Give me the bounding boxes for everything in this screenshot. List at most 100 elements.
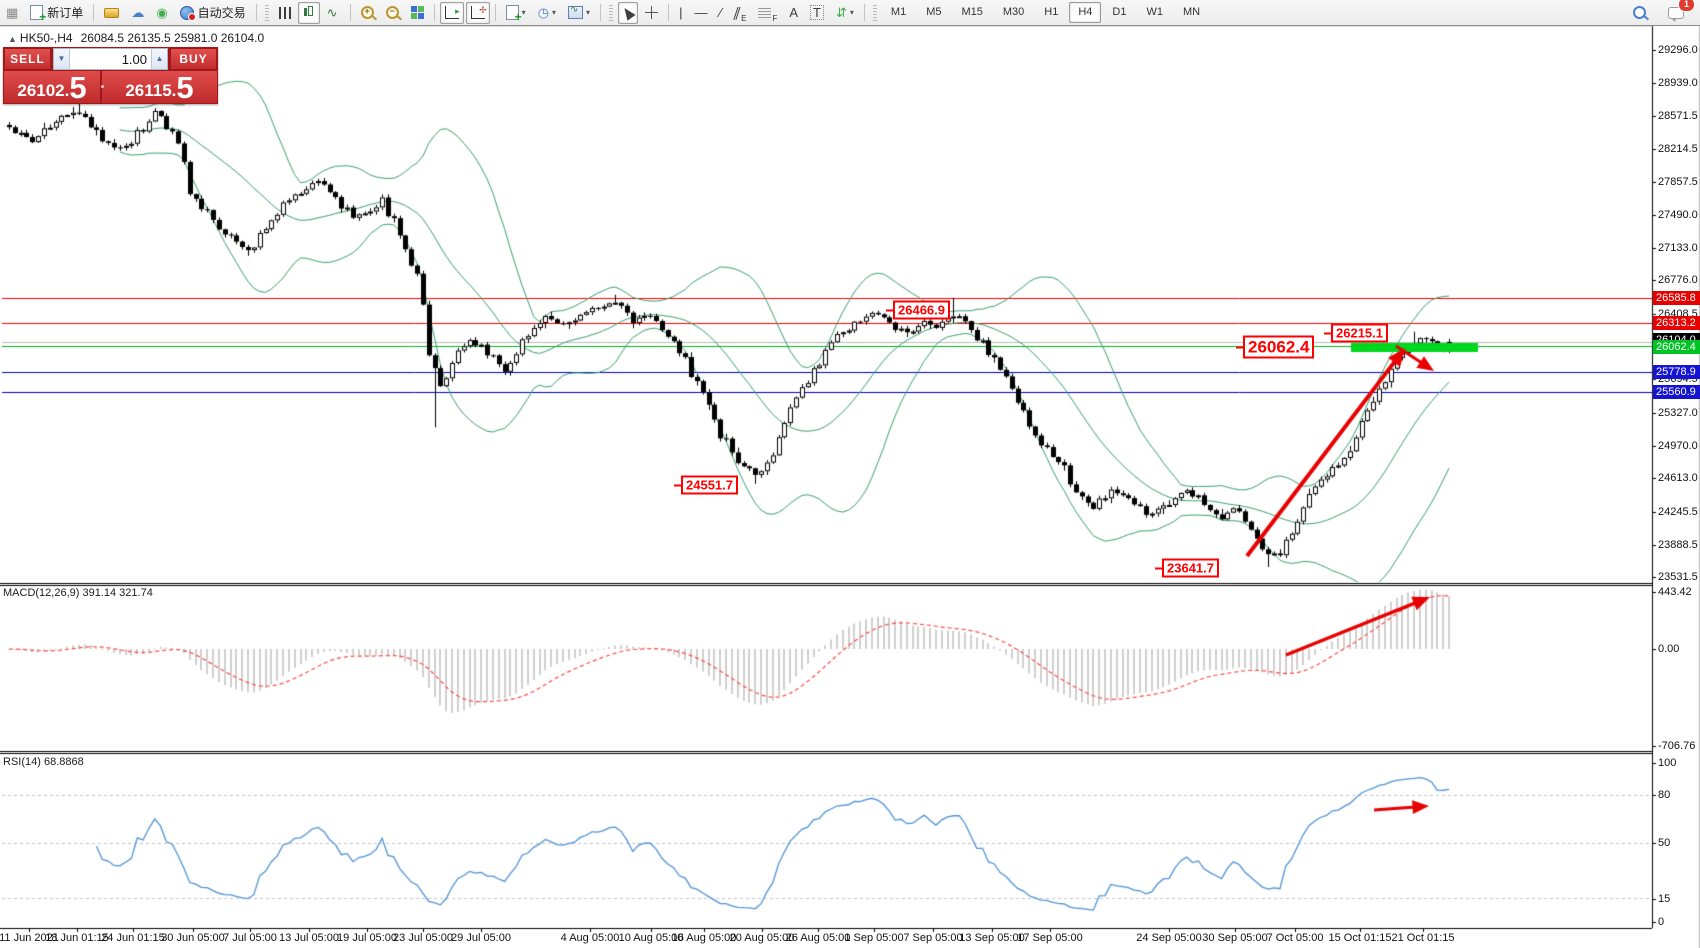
timeframe-button-m5[interactable]: M5 xyxy=(926,6,942,18)
tile-windows-icon[interactable] xyxy=(406,2,429,24)
sell-price[interactable]: 26102. 5 xyxy=(4,71,100,103)
crosshair-icon xyxy=(645,6,659,19)
notifications-button[interactable]: 1 xyxy=(1663,0,1695,24)
chart-shift-icon[interactable] xyxy=(465,1,490,24)
channel-icon-sub: E xyxy=(741,13,747,23)
volume-decrease-icon[interactable]: ▼ xyxy=(54,49,70,69)
market-icon xyxy=(104,7,120,18)
volume-value[interactable]: 1.00 xyxy=(121,51,147,67)
indicators-icon[interactable]: ▾ xyxy=(501,2,531,24)
signals-icon[interactable]: ◉ xyxy=(151,2,172,24)
rsi-tick: 0 xyxy=(1658,916,1665,928)
price-tick: 26776.0 xyxy=(1658,274,1698,287)
buy-price-fraction: 5 xyxy=(176,70,194,105)
text-label-icon[interactable]: T xyxy=(805,2,829,24)
vertical-line-icon[interactable]: | xyxy=(674,2,687,24)
timeframe-button-w1[interactable]: W1 xyxy=(1146,6,1163,18)
sell-button[interactable]: SELL xyxy=(4,48,51,70)
price-axis-marker: 26585.8 xyxy=(1653,290,1700,305)
line-chart-icon[interactable] xyxy=(322,2,345,24)
dropdown-caret-icon: ▾ xyxy=(552,8,557,17)
time-label: 11 Jun 2021 xyxy=(0,932,59,944)
text-icon[interactable]: A xyxy=(784,2,803,24)
price-tick: 25327.0 xyxy=(1658,406,1698,419)
cursor-icon xyxy=(620,4,636,21)
spread-dot xyxy=(101,85,104,88)
price-tick: 27857.5 xyxy=(1658,175,1698,188)
market-icon[interactable] xyxy=(99,2,124,24)
price-tick: 23888.5 xyxy=(1658,538,1698,551)
new-order-button[interactable]: 新订单 xyxy=(25,2,88,24)
chart-shift-icon xyxy=(470,5,487,19)
horizontal-line-icon: — xyxy=(694,5,708,20)
buy-price[interactable]: 26115. 5 xyxy=(102,71,217,103)
channel-icon[interactable]: ∥ E xyxy=(729,2,752,24)
autotrading-button[interactable]: 自动交易 xyxy=(175,2,251,24)
timeframe-button-m15[interactable]: M15 xyxy=(961,6,983,18)
sell-price-fraction: 5 xyxy=(69,70,87,105)
toolbar-separator xyxy=(863,4,865,21)
bar-chart-icon[interactable] xyxy=(274,2,296,24)
trendline-icon[interactable]: ∕ xyxy=(714,2,726,24)
volume-stepper[interactable]: ▼ 1.00 ▲ xyxy=(53,48,168,70)
new-order-button-label: 新订单 xyxy=(47,6,84,20)
time-label: 4 Aug 05:00 xyxy=(560,932,620,944)
arrows-icon[interactable]: ⇵ ▾ xyxy=(831,2,859,24)
community-icon[interactable]: ☁ xyxy=(126,2,149,24)
timeframe-button-m30[interactable]: M30 xyxy=(1002,6,1025,18)
horizontal-line-icon[interactable]: — xyxy=(689,2,712,24)
toolbar-separator xyxy=(600,4,602,21)
timeframe-button-d1[interactable]: D1 xyxy=(1112,6,1127,18)
templates-icon[interactable]: ▾ xyxy=(563,2,595,24)
price-callout-label[interactable]: 26215.1 xyxy=(1324,323,1388,343)
rsi-tick: 15 xyxy=(1658,893,1671,905)
text-label-icon: T xyxy=(810,5,824,20)
notification-badge: 1 xyxy=(1678,0,1695,12)
toolbar-grip xyxy=(872,4,877,21)
window-marker-icon: ▲ xyxy=(8,34,17,44)
timeframe-button-h1[interactable]: H1 xyxy=(1044,6,1059,18)
fibonacci-icon[interactable]: F xyxy=(753,2,782,24)
price-callout-label[interactable]: 26062.4 xyxy=(1235,335,1315,359)
candlestick-chart-icon xyxy=(303,6,315,19)
timeframe-button-mn[interactable]: MN xyxy=(1182,6,1201,18)
candlestick-chart-icon[interactable] xyxy=(297,1,320,24)
time-label: 23 Jul 05:00 xyxy=(393,932,453,944)
price-callout-label[interactable]: 23641.7 xyxy=(1155,558,1219,578)
search-icon xyxy=(1633,6,1646,19)
timeframe-button-h4[interactable]: H4 xyxy=(1069,2,1102,23)
volume-increase-icon[interactable]: ▲ xyxy=(151,49,167,69)
buy-button[interactable]: BUY xyxy=(170,48,217,70)
search-button[interactable] xyxy=(1628,2,1651,24)
toolbar-grip xyxy=(264,4,269,21)
time-label: 19 Jul 05:00 xyxy=(337,932,397,944)
time-label: 7 Sep 05:00 xyxy=(903,932,963,944)
templates-icon xyxy=(568,4,584,19)
price-callout-label[interactable]: 26466.9 xyxy=(886,300,950,320)
zoom-in-icon[interactable]: + xyxy=(356,2,379,24)
price-callout-label[interactable]: 24551.7 xyxy=(674,475,738,495)
toolbar-grip xyxy=(609,4,614,21)
bar-chart-icon xyxy=(278,6,291,19)
chart-window-icon[interactable]: ▦ xyxy=(1,2,23,24)
crosshair-icon[interactable] xyxy=(640,2,663,24)
dropdown-caret-icon: ▾ xyxy=(521,8,526,17)
rsi-indicator-label: RSI(14) 68.8868 xyxy=(3,756,84,768)
price-tick: 28571.5 xyxy=(1658,110,1698,123)
periods-icon[interactable]: ◷ ▾ xyxy=(533,2,561,24)
fibonacci-icon xyxy=(758,7,772,18)
rsi-tick: 80 xyxy=(1658,789,1671,801)
cursor-icon[interactable] xyxy=(618,1,639,24)
chart-window-icon: ▦ xyxy=(6,5,19,20)
auto-scroll-icon[interactable] xyxy=(439,1,464,24)
zoom-out-icon: − xyxy=(385,6,399,19)
auto-scroll-icon xyxy=(444,6,460,19)
text-icon: A xyxy=(789,5,799,20)
dropdown-caret-icon: ▾ xyxy=(586,8,591,17)
signals-icon: ◉ xyxy=(156,5,168,20)
timeframe-button-m1[interactable]: M1 xyxy=(890,6,907,18)
time-label: 24 Sep 05:00 xyxy=(1136,932,1202,944)
zoom-out-icon[interactable]: − xyxy=(381,2,404,24)
